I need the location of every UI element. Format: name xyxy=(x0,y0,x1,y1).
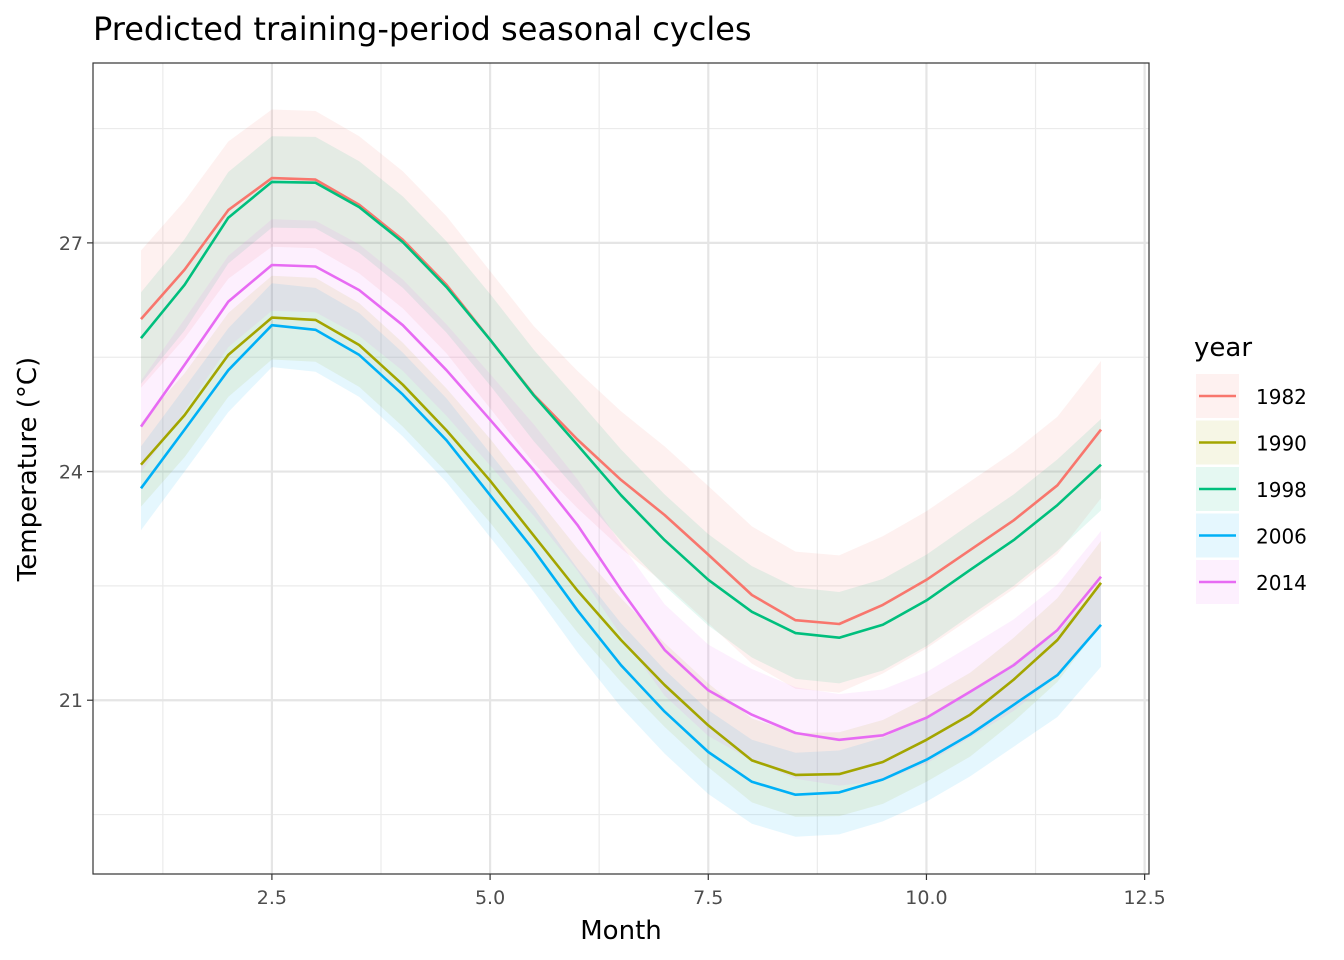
y-axis-title: Temperature (°C) xyxy=(13,357,43,582)
legend-label-1990: 1990 xyxy=(1256,432,1307,456)
legend-label-2014: 2014 xyxy=(1256,571,1307,595)
panel-border xyxy=(92,62,1150,875)
line-2014 xyxy=(139,263,1103,742)
line-1982 xyxy=(140,176,1103,626)
x-axis-title: Month xyxy=(580,916,662,946)
ribbons xyxy=(141,109,1101,837)
legend-title: year xyxy=(1194,333,1252,363)
ribbon-2006 xyxy=(141,283,1101,837)
legend-label-2006: 2006 xyxy=(1256,525,1307,549)
series-lines xyxy=(139,176,1103,796)
x-tick-label: 5.0 xyxy=(475,887,505,909)
legend-label-1998: 1998 xyxy=(1256,478,1307,502)
x-tick-label: 7.5 xyxy=(693,887,723,909)
x-tick-label: 10.0 xyxy=(905,887,947,909)
y-axis: 21 24 27 xyxy=(59,233,93,712)
ribbon-1998 xyxy=(141,136,1101,684)
ribbon-2014 xyxy=(141,219,1101,786)
line-1998 xyxy=(139,180,1102,639)
line-2006 xyxy=(139,323,1102,796)
x-tick-label: 12.5 xyxy=(1123,887,1165,909)
y-tick-label: 27 xyxy=(59,233,83,255)
x-axis: 2.5 5.0 7.5 10.0 12.5 xyxy=(257,874,1166,909)
y-tick-label: 24 xyxy=(59,462,83,484)
y-tick-label: 21 xyxy=(59,690,83,712)
ribbon-1990 xyxy=(141,275,1101,817)
legend-label-1982: 1982 xyxy=(1256,385,1307,409)
legend: year 1982 1990 1998 2006 2014 xyxy=(1194,333,1307,604)
ribbon-1982 xyxy=(141,109,1101,693)
line-1990 xyxy=(140,316,1103,777)
chart-title: Predicted training-period seasonal cycle… xyxy=(93,10,752,48)
x-tick-label: 2.5 xyxy=(257,887,287,909)
